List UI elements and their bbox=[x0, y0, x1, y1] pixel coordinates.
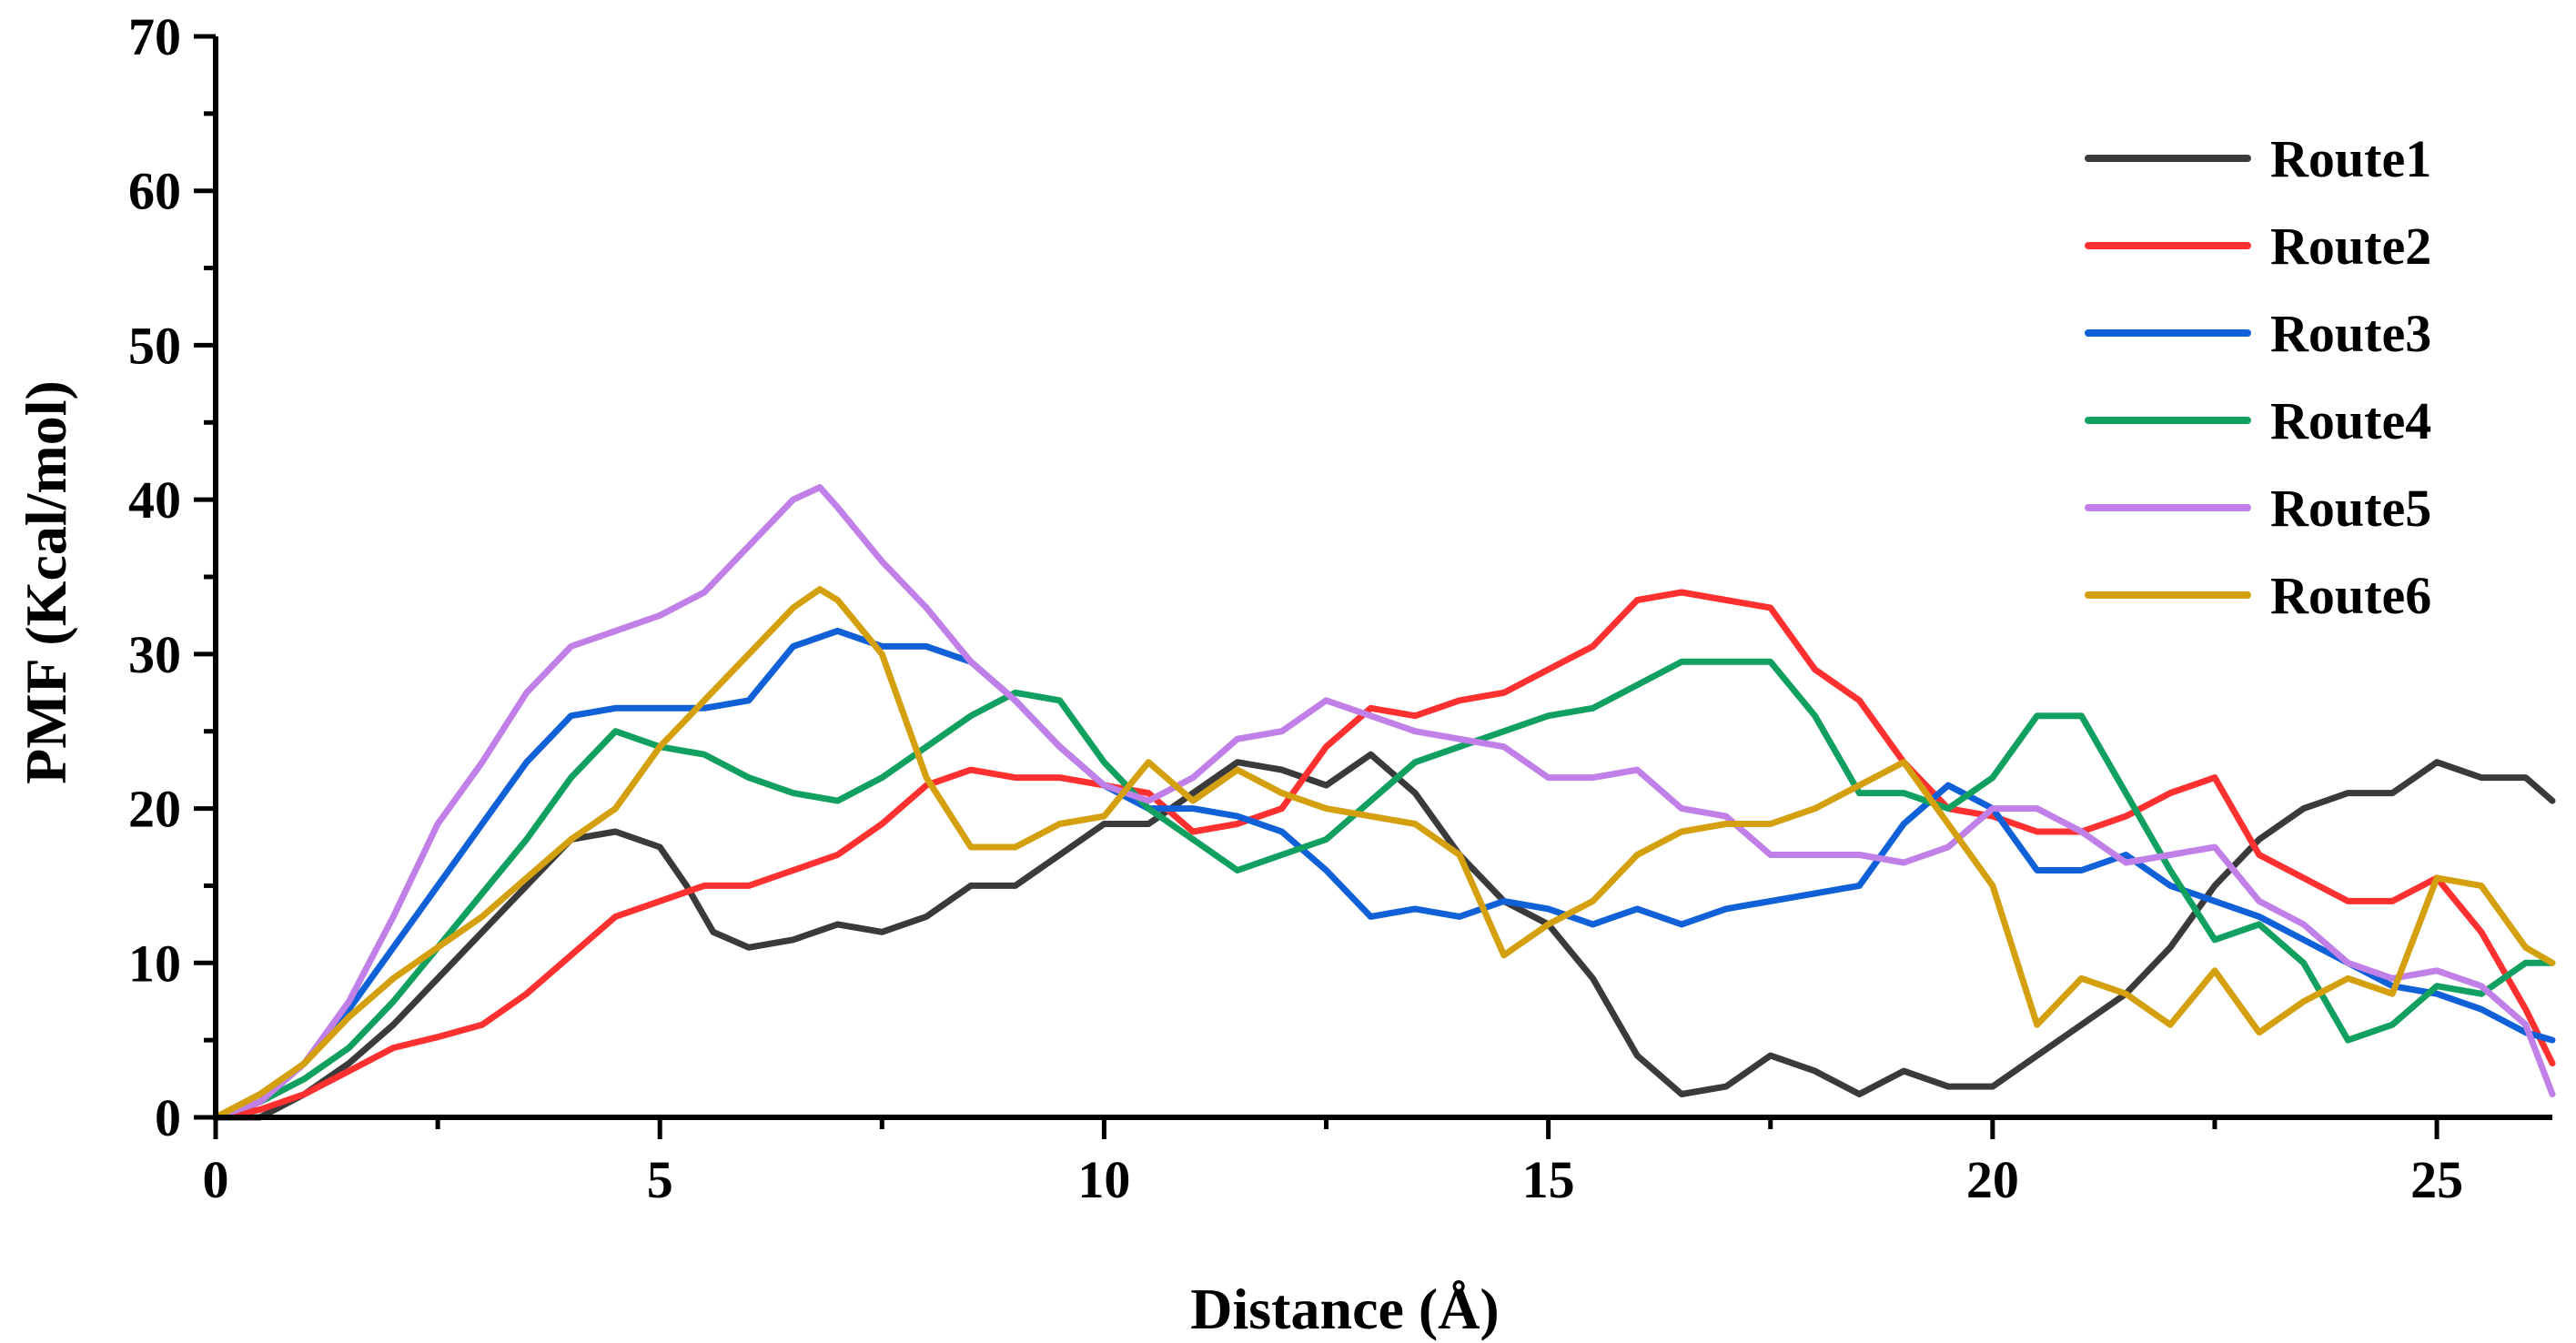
legend-label-route4: Route4 bbox=[2270, 391, 2431, 450]
y-axis-title: PMF (Kcal/mol) bbox=[14, 380, 78, 784]
y-tick-label: 10 bbox=[128, 934, 181, 993]
series-line-route2 bbox=[212, 589, 2556, 1121]
x-tick-label: 20 bbox=[1966, 1150, 2019, 1209]
series-line-route4 bbox=[212, 658, 2556, 1121]
legend-label-route6: Route6 bbox=[2270, 566, 2431, 625]
x-tick-label: 0 bbox=[203, 1150, 229, 1209]
y-tick-label: 60 bbox=[128, 162, 181, 221]
x-tick-label: 10 bbox=[1077, 1150, 1130, 1209]
series-line-route5 bbox=[212, 484, 2556, 1121]
legend-label-route5: Route5 bbox=[2270, 479, 2431, 538]
axes bbox=[213, 36, 2552, 1120]
legend-label-route1: Route1 bbox=[2270, 129, 2431, 188]
legend-label-route2: Route2 bbox=[2270, 217, 2431, 276]
x-axis-title: Distance (Å) bbox=[1190, 1277, 1499, 1341]
plot-lines bbox=[212, 484, 2556, 1121]
x-tick-label: 15 bbox=[1522, 1150, 1575, 1209]
x-tick-label: 5 bbox=[647, 1150, 673, 1209]
y-tick-label: 30 bbox=[128, 625, 181, 684]
y-tick-label: 20 bbox=[128, 780, 181, 839]
legend-label-route3: Route3 bbox=[2270, 304, 2431, 363]
y-tick-label: 0 bbox=[155, 1088, 181, 1147]
series-line-route6 bbox=[212, 586, 2556, 1121]
y-tick-label: 40 bbox=[128, 470, 181, 530]
y-ticks: 0 10 20 30 40 50 60 70 bbox=[128, 7, 216, 1147]
legend: Route1 Route2 Route3 Route4 Route5 Route6 bbox=[2085, 129, 2431, 625]
series-line-route1 bbox=[212, 751, 2556, 1121]
y-tick-label: 50 bbox=[128, 316, 181, 375]
series-line-route3 bbox=[212, 627, 2556, 1121]
y-tick-label: 70 bbox=[128, 7, 181, 66]
x-tick-label: 25 bbox=[2410, 1150, 2463, 1209]
x-ticks: 0 5 10 15 20 25 bbox=[203, 1117, 2463, 1209]
